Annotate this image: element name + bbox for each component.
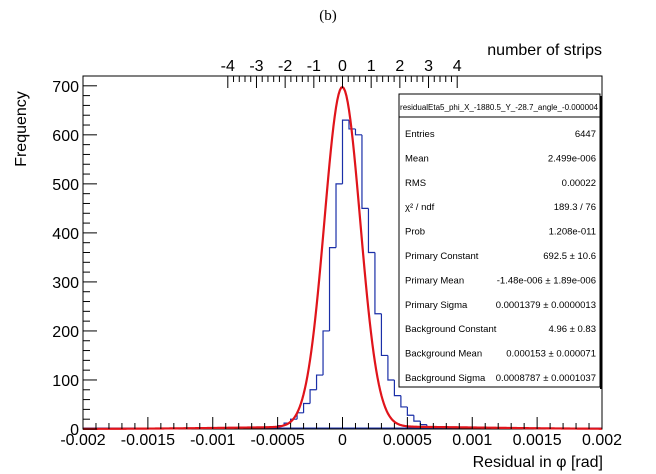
top-tick-label: 1 — [367, 58, 376, 75]
stats-row-value: 4.96 ± 0.83 — [549, 324, 596, 335]
top-tick-label: -1 — [307, 58, 321, 75]
x-axis-top: -4 -3 -2 -1 0 1 2 3 4 — [221, 58, 462, 88]
x-tick-label: -0.001 — [190, 432, 235, 449]
y-axis-left: 0 100 200 300 400 500 600 700 — [52, 75, 97, 439]
stats-row-label: Mean — [405, 153, 429, 164]
y-tick-label: 500 — [52, 177, 79, 194]
y-tick-label: 200 — [52, 324, 79, 341]
x-tick-label: 0.002 — [582, 432, 622, 449]
histogram-bin — [309, 389, 317, 404]
x-axis-bottom: -0.002 -0.0015 -0.001 -0.0005 0 0.0005 0.001 0.… — [60, 417, 622, 449]
stats-row-value: 1.208e-011 — [549, 227, 596, 238]
y-tick-label: 300 — [52, 275, 79, 292]
stats-row-label: Primary Constant — [405, 251, 479, 262]
histogram-bin — [374, 252, 382, 315]
histogram-bin — [348, 120, 356, 130]
stats-box-title: residualEta5_phi_X_-1880.5_Y_-28.7_angle… — [400, 103, 598, 112]
top-tick-label: 2 — [395, 58, 404, 75]
top-tick-label: 0 — [338, 58, 347, 75]
stats-row-value: 0.0001379 ± 0.0000013 — [496, 300, 596, 311]
histogram-bin — [315, 374, 324, 390]
x-tick-label: -0.0015 — [121, 432, 175, 449]
stats-row-value: -1.48e-006 ± 1.89e-006 — [497, 275, 596, 286]
histogram-bin — [302, 402, 311, 413]
stats-row-value: 2.499e-006 — [548, 153, 596, 164]
stats-box-frame — [398, 93, 601, 388]
stats-row-label: Background Sigma — [405, 373, 486, 384]
stats-row-label: Prob — [405, 227, 425, 238]
histogram-bin — [393, 379, 401, 397]
top-tick-label: -3 — [249, 58, 263, 75]
top-tick-label: -2 — [278, 58, 292, 75]
y-tick-label: 700 — [52, 79, 79, 96]
stats-box: residualEta5_phi_X_-1880.5_Y_-28.7_angle… — [398, 93, 602, 389]
stats-rows: Entries 6447 Mean 2.499e-006 RMS 0.00022 χ² / … — [405, 129, 596, 384]
stats-row-value: 0.000153 ± 0.000071 — [506, 349, 596, 360]
stats-box-shadow — [600, 96, 602, 389]
histogram-bin — [380, 313, 388, 357]
stats-row-label: RMS — [405, 178, 426, 189]
stats-row-label: Entries — [405, 129, 435, 140]
stats-row-value: 0.00022 — [562, 178, 596, 189]
y-tick-label: 600 — [52, 128, 79, 145]
histogram-bin — [361, 134, 369, 209]
x-tick-label: -0.0005 — [250, 432, 304, 449]
histogram-bin — [367, 208, 375, 254]
stats-row-value: 6447 — [575, 129, 596, 140]
histogram-bin — [406, 406, 414, 416]
y-tick-label: 0 — [70, 422, 79, 439]
x-tick-label: -0.002 — [60, 432, 105, 449]
histogram-bin — [341, 119, 349, 184]
stats-row-label: Background Constant — [405, 324, 497, 335]
top-tick-label: 3 — [424, 58, 433, 75]
histogram-bin — [413, 415, 421, 422]
histogram-bin — [328, 246, 337, 331]
histogram-bin — [387, 355, 395, 381]
x-tick-label: 0.0005 — [383, 432, 432, 449]
y-tick-label: 400 — [52, 226, 79, 243]
x-tick-label: 0 — [338, 432, 347, 449]
stats-row-value: 0.0008787 ± 0.0001037 — [496, 373, 596, 384]
stats-row-value: 692.5 ± 10.6 — [543, 251, 596, 262]
top-tick-label: -4 — [221, 58, 235, 75]
stats-row-value: 189.3 / 76 — [554, 202, 596, 213]
histogram-bin — [322, 330, 330, 376]
histogram-bin — [335, 183, 343, 248]
histogram-bin — [419, 421, 427, 426]
stats-row-label: Primary Mean — [405, 275, 464, 286]
x-tick-label: 0.0015 — [513, 432, 562, 449]
stats-row-label: Background Mean — [405, 349, 482, 360]
top-tick-label: 4 — [453, 58, 462, 75]
histogram-bin — [400, 395, 408, 408]
stats-row-label: χ² / ndf — [405, 202, 435, 213]
x-axis-label: Residual in φ [rad] — [473, 454, 603, 471]
stats-row-label: Primary Sigma — [405, 300, 468, 311]
y-axis-label: Frequency — [13, 91, 30, 167]
y-tick-label: 100 — [52, 373, 79, 390]
x-tick-label: 0.001 — [452, 432, 492, 449]
histogram-bin — [296, 412, 304, 420]
top-axis-label: number of strips — [487, 42, 602, 59]
panel-label: (b) — [319, 8, 337, 24]
histogram-bin — [354, 128, 362, 136]
